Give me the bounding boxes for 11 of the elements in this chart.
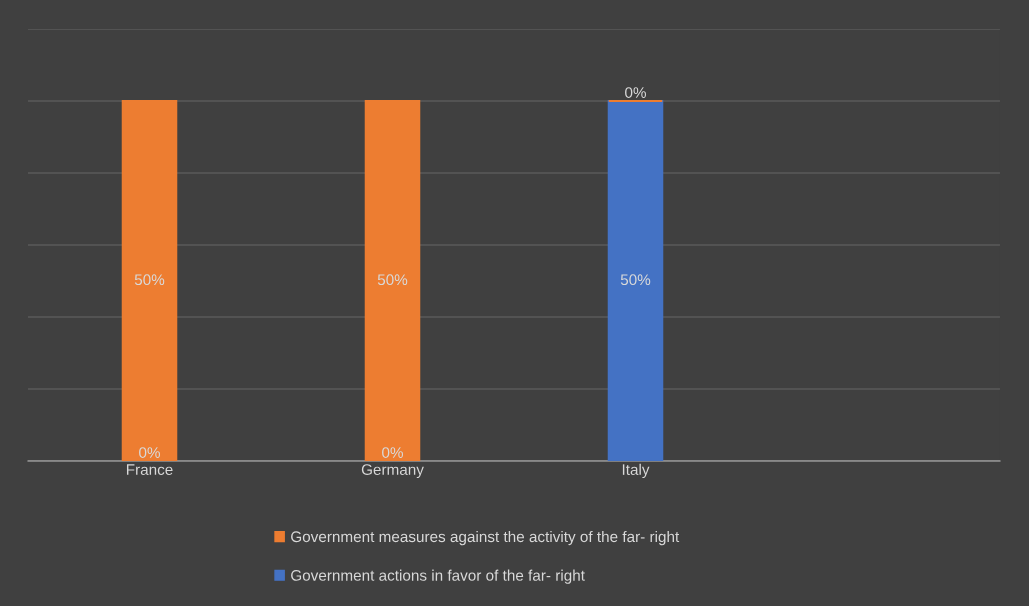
x-tick-label: Germany: [361, 464, 424, 479]
data-label: 50%: [620, 274, 651, 286]
data-label: 0%: [139, 447, 160, 458]
data-label: 50%: [134, 274, 165, 286]
data-label: 0%: [382, 447, 403, 458]
data-label: 50%: [377, 274, 408, 286]
legend-label: Government measures against the activity of the far- right: [291, 530, 680, 546]
x-tick-label: Italy: [622, 463, 650, 479]
x-tick-label: France: [126, 464, 173, 475]
data-label: 0%: [625, 87, 646, 98]
legend-label: Government actions in favor of the far- right: [291, 569, 585, 584]
